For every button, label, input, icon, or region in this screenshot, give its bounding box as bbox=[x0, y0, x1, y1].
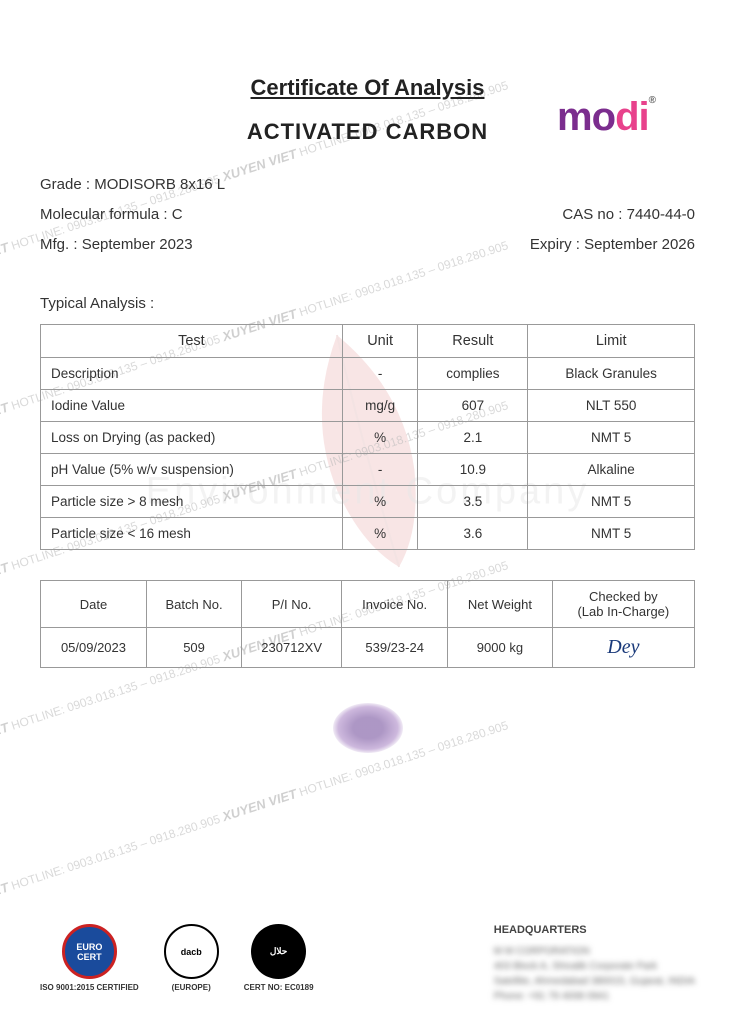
halal-cert-item: حلال CERT NO: EC0189 bbox=[244, 924, 314, 992]
col-pi: P/I No. bbox=[242, 581, 342, 628]
cell-test: Loss on Drying (as packed) bbox=[41, 422, 343, 454]
cell-date: 05/09/2023 bbox=[41, 628, 147, 668]
col-limit: Limit bbox=[528, 325, 695, 358]
euro-cert-icon: EURO CERT bbox=[62, 924, 117, 979]
col-result: Result bbox=[418, 325, 528, 358]
cell-invoice: 539/23-24 bbox=[342, 628, 448, 668]
cell-unit: % bbox=[342, 422, 418, 454]
signature-text: Dey bbox=[607, 636, 639, 658]
formula-label: Molecular formula : bbox=[40, 206, 172, 223]
cell-unit: - bbox=[342, 358, 418, 390]
col-date: Date bbox=[41, 581, 147, 628]
cell-test: Iodine Value bbox=[41, 390, 343, 422]
dacb-cert-icon: dacb bbox=[164, 924, 219, 979]
table-row: Loss on Drying (as packed)%2.1NMT 5 bbox=[41, 422, 695, 454]
euro-cert-item: EURO CERT ISO 9001:2015 CERTIFIED bbox=[40, 924, 139, 992]
cell-result: 3.6 bbox=[418, 518, 528, 550]
dacb-cert-sub: (EUROPE) bbox=[164, 983, 219, 992]
cas-value: 7440-44-0 bbox=[627, 206, 695, 223]
col-batch: Batch No. bbox=[146, 581, 241, 628]
cell-pi: 230712XV bbox=[242, 628, 342, 668]
col-invoice: Invoice No. bbox=[342, 581, 448, 628]
table-header-row: Test Unit Result Limit bbox=[41, 325, 695, 358]
typical-analysis-label: Typical Analysis : bbox=[40, 295, 695, 312]
headquarters-block: HEADQUARTERS M M CORPORATION 403 Block A… bbox=[494, 924, 695, 1004]
grade-value: MODISORB 8x16 L bbox=[94, 176, 225, 193]
table-row: Iodine Valuemg/g607NLT 550 bbox=[41, 390, 695, 422]
cell-unit: % bbox=[342, 518, 418, 550]
expiry-value: September 2026 bbox=[584, 236, 695, 253]
col-checked: Checked by (Lab In-Charge) bbox=[552, 581, 694, 628]
cell-test: Particle size < 16 mesh bbox=[41, 518, 343, 550]
batch-header-row: Date Batch No. P/I No. Invoice No. Net W… bbox=[41, 581, 695, 628]
expiry-label: Expiry : bbox=[530, 236, 584, 253]
table-row: pH Value (5% w/v suspension)-10.9Alkalin… bbox=[41, 454, 695, 486]
cell-limit: Alkaline bbox=[528, 454, 695, 486]
brand-logo: modi® bbox=[557, 95, 655, 140]
cell-result: 2.1 bbox=[418, 422, 528, 454]
cell-test: Particle size > 8 mesh bbox=[41, 486, 343, 518]
cas-label: CAS no : bbox=[562, 206, 626, 223]
batch-row: 05/09/2023 509 230712XV 539/23-24 9000 k… bbox=[41, 628, 695, 668]
table-row: Particle size < 16 mesh%3.6NMT 5 bbox=[41, 518, 695, 550]
cell-limit: Black Granules bbox=[528, 358, 695, 390]
mfg-label: Mfg. : bbox=[40, 236, 82, 253]
cell-result: 607 bbox=[418, 390, 528, 422]
cell-test: pH Value (5% w/v suspension) bbox=[41, 454, 343, 486]
cell-weight: 9000 kg bbox=[448, 628, 553, 668]
formula-value: C bbox=[172, 206, 183, 223]
analysis-table: Test Unit Result Limit Description-compl… bbox=[40, 324, 695, 550]
grade-label: Grade : bbox=[40, 176, 94, 193]
cell-unit: mg/g bbox=[342, 390, 418, 422]
hq-address-blurred: M M CORPORATION 403 Block A, Shivalik Co… bbox=[494, 944, 695, 1004]
halal-cert-icon: حلال bbox=[251, 924, 306, 979]
cell-result: complies bbox=[418, 358, 528, 390]
footer: EURO CERT ISO 9001:2015 CERTIFIED dacb (… bbox=[40, 924, 695, 1004]
cell-signature: Dey bbox=[552, 628, 694, 668]
mfg-value: September 2023 bbox=[82, 236, 193, 253]
col-unit: Unit bbox=[342, 325, 418, 358]
col-weight: Net Weight bbox=[448, 581, 553, 628]
table-row: Description-compliesBlack Granules bbox=[41, 358, 695, 390]
batch-table: Date Batch No. P/I No. Invoice No. Net W… bbox=[40, 580, 695, 668]
cell-result: 3.5 bbox=[418, 486, 528, 518]
hq-title: HEADQUARTERS bbox=[494, 924, 695, 936]
cell-batch: 509 bbox=[146, 628, 241, 668]
cell-limit: NMT 5 bbox=[528, 422, 695, 454]
meta-block: Grade : MODISORB 8x16 L Molecular formul… bbox=[40, 170, 695, 260]
euro-cert-sub: ISO 9001:2015 CERTIFIED bbox=[40, 983, 139, 992]
cell-limit: NMT 5 bbox=[528, 486, 695, 518]
col-test: Test bbox=[41, 325, 343, 358]
dacb-cert-item: dacb (EUROPE) bbox=[164, 924, 219, 992]
cell-test: Description bbox=[41, 358, 343, 390]
cell-unit: - bbox=[342, 454, 418, 486]
cell-limit: NLT 550 bbox=[528, 390, 695, 422]
cell-unit: % bbox=[342, 486, 418, 518]
cell-result: 10.9 bbox=[418, 454, 528, 486]
stamp-graphic bbox=[333, 703, 403, 753]
cell-limit: NMT 5 bbox=[528, 518, 695, 550]
certification-logos: EURO CERT ISO 9001:2015 CERTIFIED dacb (… bbox=[40, 924, 314, 992]
halal-cert-sub: CERT NO: EC0189 bbox=[244, 983, 314, 992]
table-row: Particle size > 8 mesh%3.5NMT 5 bbox=[41, 486, 695, 518]
